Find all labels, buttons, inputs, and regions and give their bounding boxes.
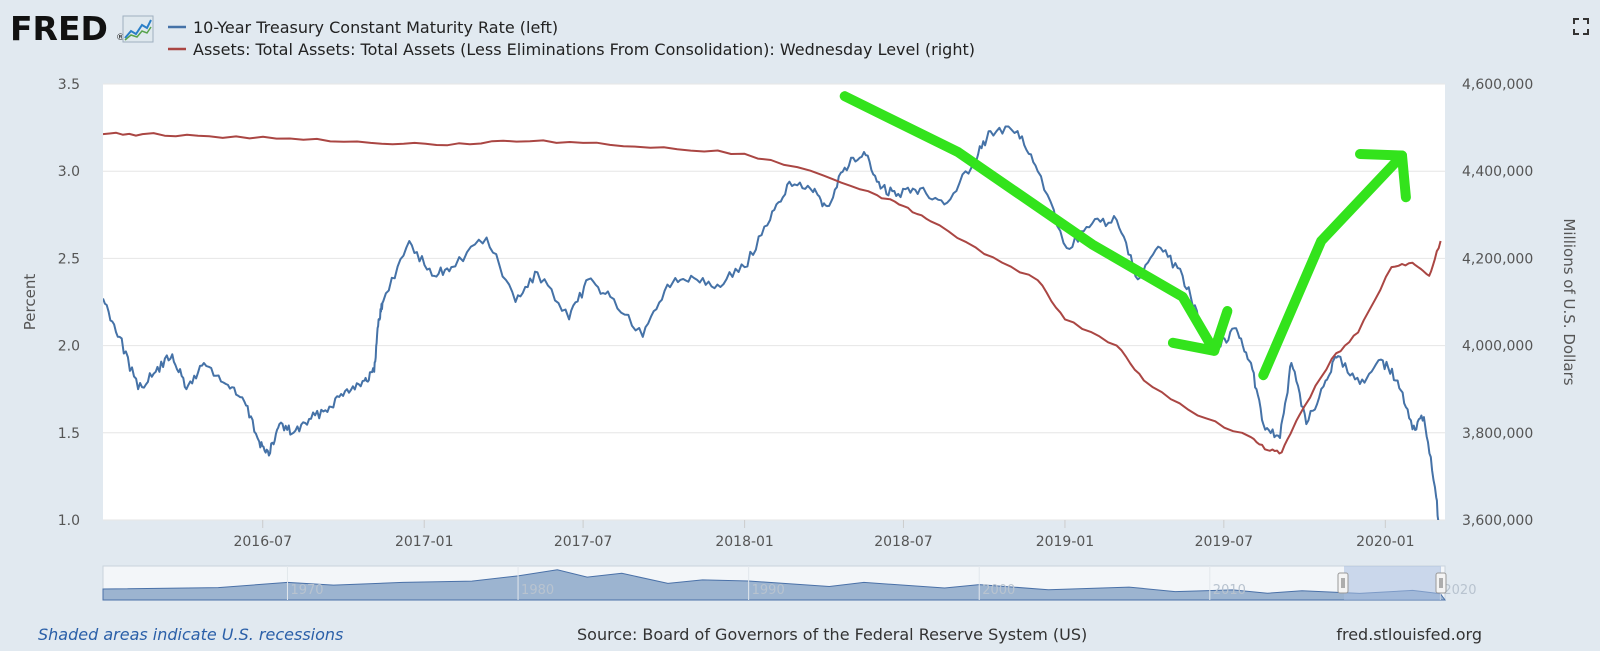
annotation-arrowhead-down [1167,306,1233,356]
left-axis: 1.0 1.5 2.0 2.5 3.0 3.5 [58,77,80,529]
legend-item-treasury[interactable]: 10-Year Treasury Constant Maturity Rate … [168,18,558,37]
fred-logo[interactable]: FRED ® [10,9,154,48]
annotation-arrow-down [839,91,1220,356]
x-tick-label: 2017-01 [395,534,454,550]
x-axis: 2016-07 2017-01 2017-07 2018-01 2018-07 2019-… [233,520,1415,550]
x-tick-label: 2020-01 [1356,534,1415,550]
plot-area [103,84,1445,520]
left-tick-label: 3.0 [58,164,80,180]
right-tick-label: 4,400,000 [1462,164,1533,180]
gridlines [103,83,1445,521]
left-tick-label: 1.0 [58,513,80,529]
right-tick-label: 4,000,000 [1462,339,1533,355]
left-tick-label: 3.5 [58,77,80,93]
logo-chart-icon [122,15,154,43]
right-tick-label: 4,600,000 [1462,77,1533,93]
navigator-tick-label: 1970 [290,583,323,598]
left-axis-title: Percent [21,274,39,331]
navigator-tick-label: 1990 [752,583,785,598]
series-lines [103,125,1442,571]
series-line-assets[interactable] [103,131,1442,455]
site-link[interactable]: fred.stlouisfed.org [1336,625,1482,644]
x-tick-label: 2018-01 [715,534,774,550]
x-tick-label: 2019-07 [1195,534,1254,550]
logo-registered-mark: ® [116,33,125,43]
legend-label-assets: Assets: Total Assets: Total Assets (Less… [193,40,975,59]
logo-wordmark: FRED [10,9,108,48]
navigator-handle-left[interactable] [1337,572,1349,594]
left-tick-label: 1.5 [58,426,80,442]
x-tick-label: 2018-07 [874,534,933,550]
navigator-handle-right[interactable] [1435,572,1447,594]
left-tick-label: 2.0 [58,339,80,355]
right-axis-title: Millions of U.S. Dollars [1560,218,1578,385]
navigator-selected-range[interactable] [1344,566,1441,600]
right-axis: 3,600,000 3,800,000 4,000,000 4,200,000 4,40… [1462,77,1533,529]
series-line-treasury[interactable] [103,125,1442,571]
annotation-arrows [839,91,1411,381]
x-tick-label: 2017-07 [554,534,613,550]
legend: 10-Year Treasury Constant Maturity Rate … [168,18,975,59]
right-tick-label: 3,800,000 [1462,426,1533,442]
annotation-arrowhead-up [1355,149,1411,203]
right-tick-label: 4,200,000 [1462,251,1533,267]
navigator[interactable]: 1970 1980 1990 2000 2010 2020 [102,565,1476,601]
left-tick-label: 2.5 [58,251,80,267]
navigator-tick-label: 2020 [1443,583,1476,598]
navigator-tick-label: 1980 [521,583,554,598]
recession-note-link[interactable]: Shaded areas indicate U.S. recessions [38,625,343,644]
x-tick-label: 2019-01 [1036,534,1095,550]
legend-label-treasury: 10-Year Treasury Constant Maturity Rate … [193,18,558,37]
annotation-arrow-up [1258,150,1407,381]
navigator-tick-label: 2010 [1213,583,1246,598]
navigator-series-area [102,569,1446,601]
source-credit: Source: Board of Governors of the Federa… [577,625,1087,644]
x-tick-label: 2016-07 [233,534,292,550]
navigator-tick-label: 2000 [982,583,1015,598]
right-tick-label: 3,600,000 [1462,513,1533,529]
legend-item-assets[interactable]: Assets: Total Assets: Total Assets (Less… [168,40,975,59]
fullscreen-icon[interactable] [1570,16,1592,38]
